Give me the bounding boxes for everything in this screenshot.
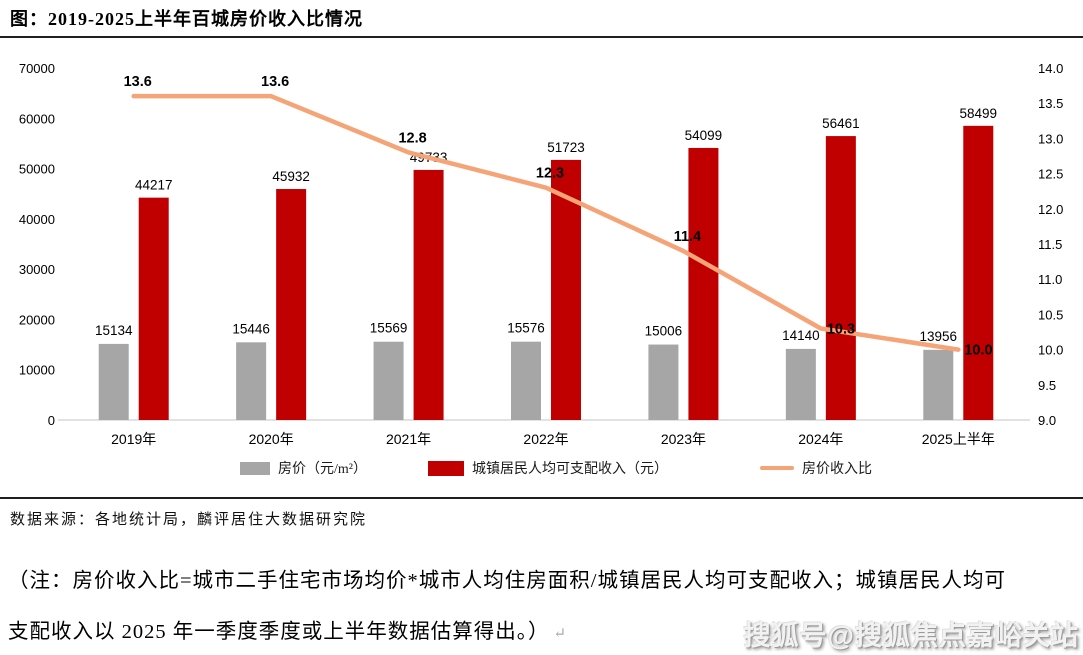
bar-income (963, 125, 994, 420)
x-axis-category-label: 2021年 (386, 431, 431, 447)
left-axis-tick-label: 50000 (19, 162, 55, 177)
right-axis-tick-label: 12.0 (1038, 202, 1063, 217)
bar-label-house-price: 15576 (507, 321, 545, 336)
chart-legend: 房价（元/m²） 城镇居民人均可支配收入（元） 房价收入比 (0, 458, 1083, 484)
x-axis-category-label: 2025上半年 (922, 431, 995, 447)
ratio-line-label: 10.3 (827, 321, 855, 337)
footnote-line-1: （注：房价收入比=城市二手住宅市场均价*城市人均住房面积/城镇居民人均可支配收入… (8, 570, 1007, 592)
bar-label-income: 58499 (960, 106, 998, 121)
ratio-line-label: 12.8 (398, 130, 426, 146)
red-square-swatch-icon (428, 460, 464, 476)
bar-house-price (648, 344, 679, 420)
ratio-line (131, 93, 961, 352)
bar-house-price (785, 348, 816, 420)
chart-title: 图：2019-2025上半年百城房价收入比情况 (10, 9, 363, 29)
left-axis-tick-label: 0 (48, 413, 55, 428)
paragraph-return-icon: ↵ (553, 626, 568, 642)
right-axis-tick-label: 12.5 (1038, 167, 1063, 182)
x-axis-category-label: 2019年 (111, 431, 156, 447)
bar-house-price (373, 341, 404, 420)
bar-label-income: 56461 (822, 116, 860, 131)
right-axis-tick-label: 9.5 (1038, 378, 1056, 393)
x-axis-category-label: 2024年 (798, 431, 843, 447)
bar-label-house-price: 15569 (370, 321, 408, 336)
chart-canvas: 0 10000 20000 30000 40000 50000 60000 70000 9.0 9… (19, 61, 1063, 447)
right-axis-tick-label: 11.0 (1038, 272, 1062, 287)
bar-house-price (236, 342, 267, 420)
ratio-line-label: 10.0 (964, 343, 992, 359)
left-axis-tick-label: 20000 (19, 312, 55, 327)
bar-label-house-price: 15134 (95, 323, 133, 338)
bar-label-income: 51723 (547, 140, 585, 155)
right-axis-tick-label: 10.0 (1038, 343, 1063, 358)
legend-item-house-price: 房价（元/m²） (240, 458, 367, 478)
left-axis-tick-label: 70000 (19, 61, 55, 76)
orange-line-swatch-icon (760, 466, 794, 470)
bar-income (276, 189, 307, 420)
x-axis-category-label: 2023年 (661, 431, 706, 447)
right-axis-tick-label: 11.5 (1038, 237, 1062, 252)
bar-income (413, 169, 444, 420)
right-axis-tick-label: 13.0 (1038, 131, 1063, 146)
legend-item-income: 城镇居民人均可支配收入（元） (428, 458, 668, 478)
legend-label: 房价收入比 (802, 462, 872, 477)
section-divider (0, 497, 1083, 499)
bar-label-income: 54099 (685, 128, 723, 143)
left-axis-tick-label: 60000 (19, 111, 55, 126)
bar-label-house-price: 15006 (645, 324, 683, 339)
right-axis-tick-label: 9.0 (1038, 413, 1056, 428)
footnote-line-2-text: 支配收入以 2025 年一季度季度或上半年数据估算得出。） (8, 621, 550, 643)
right-axis-tick-label: 14.0 (1038, 61, 1063, 76)
right-axis-tick-label: 10.5 (1038, 307, 1063, 322)
legend-label: 房价（元/m²） (278, 462, 367, 477)
right-axis-tick-label: 13.5 (1038, 96, 1063, 111)
bar-label-income: 45932 (272, 169, 310, 184)
bar-label-house-price: 13956 (920, 329, 958, 344)
bar-label-house-price: 14140 (782, 328, 820, 343)
title-divider (0, 36, 1083, 38)
ratio-line-label: 11.4 (674, 229, 701, 245)
bar-house-price (98, 343, 129, 420)
bar-income (825, 136, 856, 420)
bar-label-house-price: 15446 (232, 321, 270, 336)
footnote-line-2: 支配收入以 2025 年一季度季度或上半年数据估算得出。） ↵ (8, 607, 1078, 655)
legend-label: 城镇居民人均可支配收入（元） (472, 462, 668, 477)
bar-house-price (511, 341, 541, 420)
bar-income (688, 147, 719, 420)
watermark: 搜狐号@搜狐焦点嘉峪关站 (743, 621, 1079, 651)
x-axis-category-label: 2022年 (523, 431, 568, 447)
left-axis-tick-label: 40000 (19, 212, 55, 227)
ratio-line-label: 13.6 (124, 74, 152, 90)
footnote: （注：房价收入比=城市二手住宅市场均价*城市人均住房面积/城镇居民人均可支配收入… (8, 556, 1078, 655)
ratio-line-label: 12.3 (536, 166, 564, 182)
bar-house-price (923, 349, 954, 420)
left-axis-tick-label: 10000 (19, 363, 55, 378)
data-source-text: 数据来源：各地统计局，麟评居住大数据研究院 (10, 512, 368, 528)
ratio-line-label: 13.6 (261, 74, 289, 90)
bar-income (138, 197, 169, 420)
gray-square-swatch-icon (240, 461, 270, 475)
legend-item-ratio: 房价收入比 (760, 458, 872, 478)
bar-label-income: 44217 (135, 178, 173, 193)
left-axis-tick-label: 30000 (19, 262, 55, 277)
x-axis-category-label: 2020年 (249, 431, 294, 447)
